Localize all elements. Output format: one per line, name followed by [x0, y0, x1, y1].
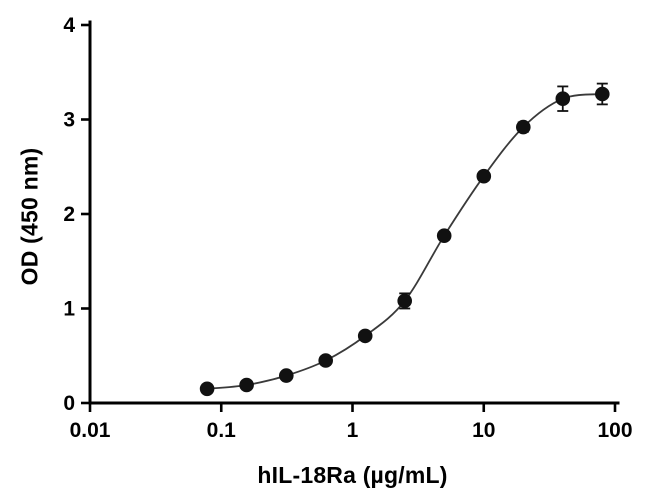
y-tick-label: 0 [63, 392, 75, 415]
data-point [595, 86, 610, 102]
axis-lines [88, 20, 620, 405]
x-axis-title: hIL-18Ra (µg/mL) [257, 462, 448, 488]
data-point [436, 228, 452, 243]
data-point [357, 328, 373, 344]
data-point [397, 293, 413, 309]
data-point [239, 377, 254, 393]
x-tick-label: 0.01 [70, 419, 111, 442]
y-tick-label: 2 [63, 203, 75, 226]
y-tick-label: 4 [63, 14, 75, 37]
y-tick-label: 3 [63, 109, 75, 132]
fit-curve [207, 93, 603, 390]
y-axis-title: OD (450 nm) [16, 147, 43, 286]
x-tick-label: 1 [347, 419, 359, 442]
data-point [279, 368, 294, 383]
data-point [476, 168, 492, 184]
data-point [318, 353, 334, 368]
data-point [199, 381, 215, 397]
data-point [516, 119, 531, 135]
x-tick-label: 100 [597, 419, 632, 442]
x-tick-label: 10 [472, 419, 495, 442]
y-tick-label: 1 [63, 298, 75, 321]
data-point [555, 91, 571, 106]
x-tick-label: 0.1 [207, 419, 237, 442]
